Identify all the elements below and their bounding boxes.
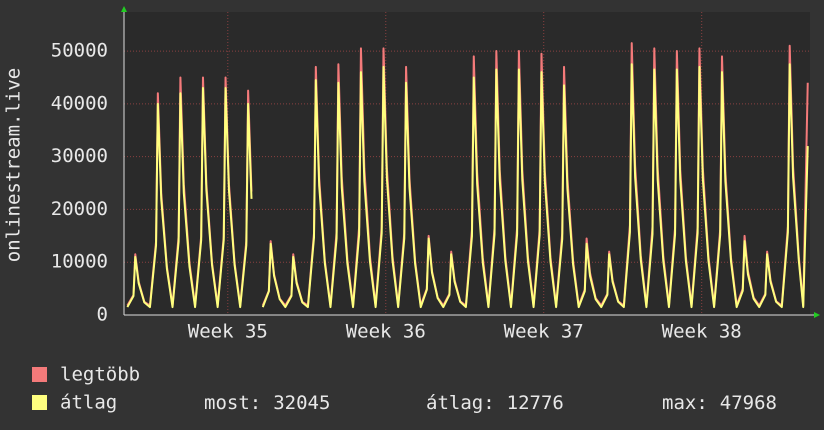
stat-value: 12776 [507,392,564,414]
x-tick-label: Week 37 [504,321,584,343]
plot [126,42,809,309]
x-tick-label: Week 35 [188,321,268,343]
stat: átlag: 12776 [426,392,564,414]
stat-label: átlag: [426,392,495,414]
stat-value: 47968 [720,392,777,414]
stat-label: most: [204,392,261,414]
y-arrow [121,6,127,12]
y-tick-label: 40000 [51,92,108,114]
y-tick-label: 10000 [51,251,108,273]
stat-label: max: [662,392,708,414]
y-tick-label: 0 [97,304,108,326]
x-tick-label: Week 38 [662,321,742,343]
stat: max: 47968 [662,392,777,414]
y-tick-label: 20000 [51,198,108,220]
y-tick-label: 30000 [51,145,108,167]
x-arrow [814,312,820,318]
legend: legtöbb átlag most: 32045 átlag: 12776 max: 479… [32,364,777,414]
series-line [126,63,809,309]
y-tick-label: 50000 [51,40,108,62]
y-axis-label: onlinestream.live [3,68,25,262]
legend-swatch [32,367,47,382]
stat-value: 32045 [273,392,330,414]
legend-label: legtöbb [60,364,140,386]
x-tick-label: Week 36 [346,321,426,343]
legend-label: átlag [60,392,117,414]
legend-swatch [32,395,47,410]
stat: most: 32045 [204,392,330,414]
plot-area [124,12,810,315]
